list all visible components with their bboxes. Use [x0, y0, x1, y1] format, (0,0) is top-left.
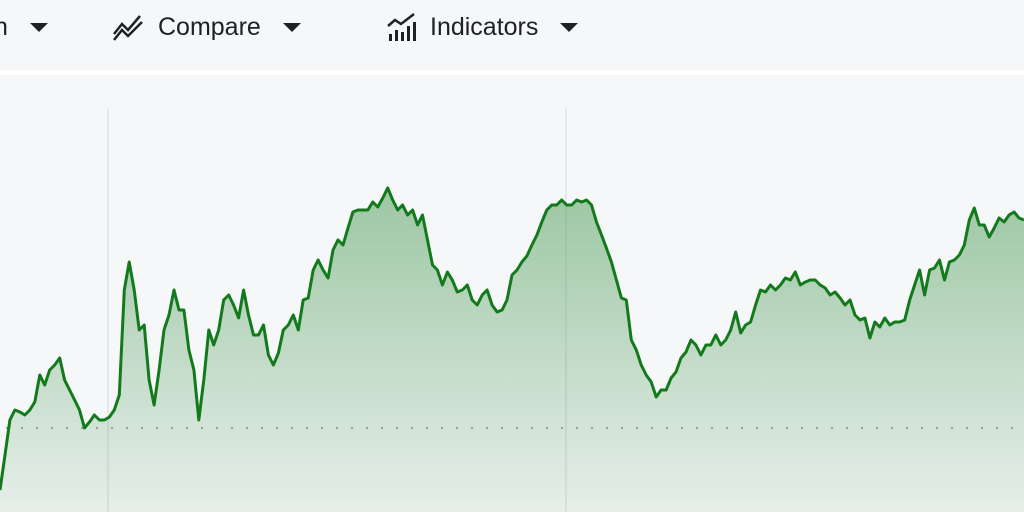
price-line: [0, 186, 1024, 491]
chart-toolbar: n Compare Indicators: [0, 0, 1024, 70]
compare-label: Compare: [158, 12, 261, 41]
range-dropdown[interactable]: n: [0, 10, 48, 44]
indicators-label: Indicators: [430, 12, 539, 41]
caret-down-icon: [282, 22, 301, 32]
caret-down-icon: [29, 22, 48, 32]
indicators-chart-icon: [387, 13, 416, 41]
compare-dropdown[interactable]: Compare: [112, 10, 301, 44]
range-dropdown-label: n: [0, 12, 8, 41]
price-area-fill: [0, 188, 1024, 512]
caret-down-icon: [560, 22, 579, 32]
compare-lines-icon: [113, 15, 143, 41]
toolbar-divider: [0, 70, 1024, 75]
indicators-dropdown[interactable]: Indicators: [386, 10, 579, 44]
